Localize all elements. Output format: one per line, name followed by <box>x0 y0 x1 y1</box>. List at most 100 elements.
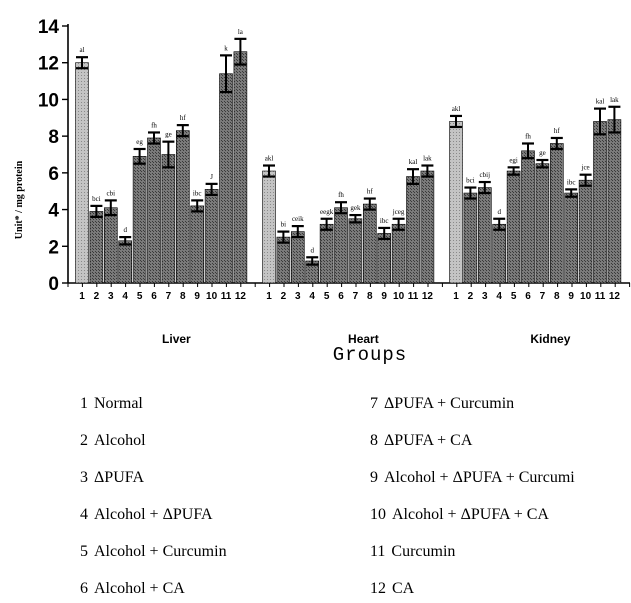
bar <box>161 154 176 284</box>
significance-label: kal <box>596 98 605 106</box>
bar <box>578 179 593 284</box>
bar <box>535 163 550 284</box>
significance-label: cbi <box>107 189 116 197</box>
bar <box>334 207 348 284</box>
legend-label: Alcohol + CA <box>94 580 185 597</box>
legend-number: 4 <box>80 506 88 523</box>
legend-number: 8 <box>370 432 378 449</box>
legend-label: CA <box>392 580 415 597</box>
x-tick-label: 5 <box>324 291 330 302</box>
bar <box>89 211 104 284</box>
bar <box>319 223 334 284</box>
bar <box>506 170 521 284</box>
significance-label: ge <box>165 131 172 139</box>
x-tick-label: 3 <box>482 291 488 302</box>
legend-number: 9 <box>370 469 378 486</box>
significance-label: ibc <box>567 178 576 186</box>
significance-label: ge <box>539 149 546 157</box>
legend-item: 3 ΔPUFA <box>80 469 144 487</box>
x-tick-label: 2 <box>94 291 100 302</box>
bar <box>262 170 276 284</box>
significance-label: la <box>238 28 244 36</box>
x-tick-label: 6 <box>151 291 157 302</box>
panel-liver: al 1 bci 2 cbi 3 d 4 eg 5 fh 6 ge 7 hf 8 ibc 9 J 10 k 11 la 12 L… <box>75 28 248 346</box>
bar <box>492 223 507 284</box>
x-tick-label: 2 <box>468 291 474 302</box>
x-tick-label: 8 <box>367 291 373 302</box>
x-tick-label: 2 <box>281 291 287 302</box>
x-tick-label: 4 <box>496 291 502 302</box>
legend-label: Alcohol + ΔPUFA + Curcumi <box>384 469 575 486</box>
x-tick-label: 5 <box>511 291 517 302</box>
significance-label: d <box>497 208 501 216</box>
significance-label: J <box>210 173 213 181</box>
x-tick-label: 3 <box>295 291 301 302</box>
x-tick-label: 5 <box>137 291 143 302</box>
legend-item: 2 Alcohol <box>80 432 146 450</box>
x-tick-label: 12 <box>235 291 247 302</box>
x-tick-label: 10 <box>580 291 592 302</box>
panel-label: Heart <box>348 332 379 346</box>
x-tick-label: 8 <box>180 291 186 302</box>
x-axis-label: Groups <box>333 344 407 366</box>
panel-kidney: akl 1 bci 2 cbij 3 d 4 egi 5 fh 6 ge 7 hf 8 ibc 9 jce 10 kal… <box>449 96 622 346</box>
bar <box>75 62 89 284</box>
significance-label: lak <box>423 155 432 163</box>
x-tick-label: 9 <box>381 291 387 302</box>
significance-label: d <box>123 226 127 234</box>
bar <box>564 192 579 284</box>
significance-label: ibc <box>380 217 389 225</box>
legend-number: 10 <box>370 506 386 523</box>
bar <box>477 187 492 284</box>
bar <box>607 119 622 284</box>
x-tick-label: 1 <box>266 291 272 302</box>
significance-label: fh <box>525 132 531 140</box>
bar <box>219 73 233 284</box>
significance-label: ceik <box>292 215 304 223</box>
x-tick-label: 11 <box>595 291 606 302</box>
significance-label: d <box>310 246 314 254</box>
bar <box>449 121 463 284</box>
legend-label: Alcohol + ΔPUFA + CA <box>392 506 549 523</box>
bar <box>463 192 478 284</box>
legend-item: 4 Alcohol + ΔPUFA <box>80 506 213 524</box>
legend-label: Normal <box>94 395 143 412</box>
significance-label: jceg <box>392 208 405 216</box>
bar <box>118 240 132 284</box>
y-tick-label: 8 <box>48 127 59 148</box>
y-tick-label: 12 <box>38 54 59 75</box>
significance-label: jce <box>581 164 590 172</box>
bar <box>348 218 363 284</box>
legend: 1 Normal 2 Alcohol 3 ΔPUFA 4 Alcohol + ΔPUFA 5 Al… <box>0 385 631 603</box>
legend-number: 1 <box>80 395 88 412</box>
y-axis-label: Unit* / mg protein <box>14 160 25 239</box>
y-tick-label: 10 <box>38 90 59 111</box>
significance-label: k <box>224 44 228 52</box>
legend-label: ΔPUFA <box>94 469 145 486</box>
legend-item: 7 ΔPUFA + Curcumin <box>370 395 514 413</box>
bar <box>290 231 305 284</box>
x-tick-label: 12 <box>609 291 621 302</box>
bar <box>406 176 420 284</box>
x-tick-label: 10 <box>206 291 218 302</box>
bar <box>391 223 406 284</box>
significance-label: gek <box>350 204 361 212</box>
significance-label: bci <box>92 195 101 203</box>
significance-label: al <box>79 46 84 54</box>
bar <box>377 233 392 284</box>
legend-label: Alcohol + Curcumin <box>94 543 227 560</box>
bar <box>176 130 190 284</box>
x-tick-label: 1 <box>453 291 459 302</box>
x-tick-label: 1 <box>79 291 85 302</box>
legend-number: 6 <box>80 580 88 597</box>
bar <box>549 143 564 284</box>
y-tick-label: 6 <box>48 164 59 185</box>
bar <box>132 156 147 284</box>
x-tick-label: 12 <box>422 291 434 302</box>
bar <box>104 207 118 284</box>
legend-item: 6 Alcohol + CA <box>80 580 185 598</box>
legend-number: 12 <box>370 580 386 597</box>
bar <box>593 121 607 284</box>
